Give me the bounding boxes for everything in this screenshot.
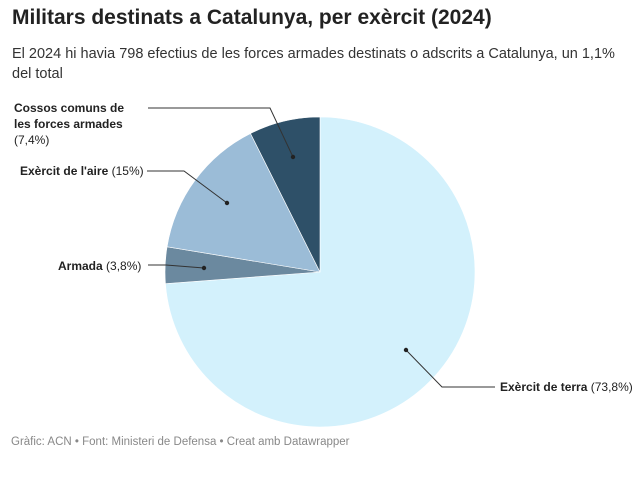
chart-title: Militars destinats a Catalunya, per exèr… (12, 6, 492, 29)
slice-percent: (73,8%) (590, 380, 633, 394)
slice-name: Exèrcit de l'aire (20, 164, 109, 178)
leader-dot-terra (403, 347, 409, 353)
slice-name: Armada (58, 259, 103, 273)
leader-dot-aire (224, 200, 230, 206)
slice-name: Exèrcit de terra (500, 380, 588, 394)
pie-slice-cossos (250, 116, 321, 273)
leader-dot-armada (201, 265, 207, 271)
leader-line-cossos (148, 107, 294, 158)
slice-label-cossos: Cossos comuns de les forces armades (7,4… (14, 100, 144, 148)
slice-percent: (7,4%) (14, 133, 50, 147)
leader-line-armada (148, 264, 205, 269)
slice-label-aire: Exèrcit de l'aire (15%) (20, 163, 144, 179)
slice-name: Cossos comuns de les forces armades (14, 101, 125, 131)
slice-label-terra: Exèrcit de terra (73,8%) (500, 379, 633, 395)
slice-label-armada: Armada (3,8%) (58, 258, 141, 274)
leader-dot-cossos (290, 154, 296, 160)
chart-footer: Gràfic: ACN • Font: Ministeri de Defensa… (11, 436, 350, 448)
leader-line-terra (405, 349, 495, 388)
slice-percent: (15%) (111, 164, 144, 178)
slice-percent: (3,8%) (106, 259, 142, 273)
chart-subtitle: El 2024 hi havia 798 efectius de les for… (12, 46, 615, 82)
pie-slice-aire (166, 133, 321, 273)
leader-line-aire (147, 170, 228, 204)
